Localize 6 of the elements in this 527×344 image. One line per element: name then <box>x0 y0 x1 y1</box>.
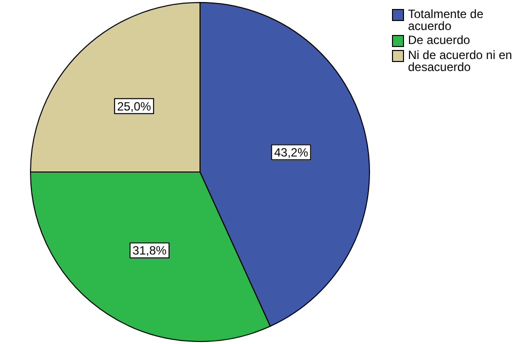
data-label: 31,8% <box>132 244 167 258</box>
legend-label: Totalmente de acuerdo <box>408 7 484 33</box>
data-label: 43,2% <box>274 146 308 160</box>
legend-label: Ni de acuerdo ni en desacuerdo <box>408 48 514 74</box>
data-label: 25,0% <box>117 99 152 114</box>
legend-label: De acuerdo <box>408 33 470 47</box>
